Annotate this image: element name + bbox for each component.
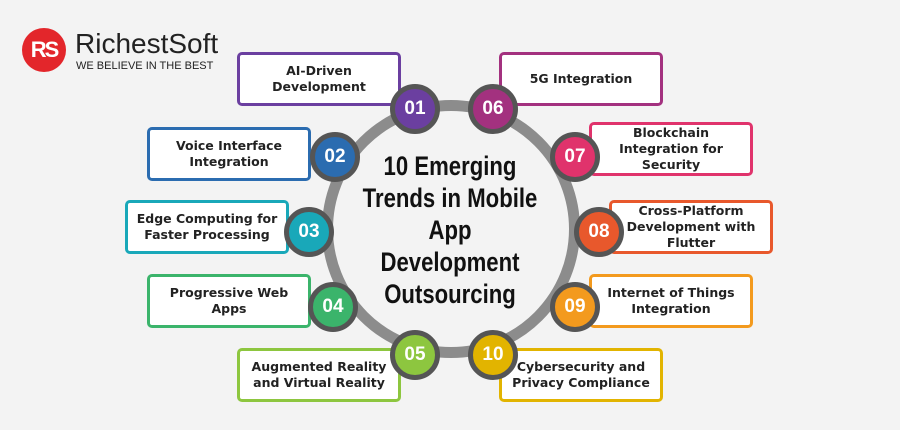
diagram-title: 10 Emerging Trends in Mobile App Develop… <box>362 151 538 309</box>
trend-box: Voice Interface Integration <box>147 127 311 181</box>
trend-box: Edge Computing for Faster Processing <box>125 200 289 254</box>
trend-box: Blockchain Integration for Security <box>589 122 753 176</box>
logo-name: RichestSoft <box>75 28 219 59</box>
trend-number-badge: 04 <box>308 282 358 332</box>
trend-number-badge: 05 <box>390 330 440 380</box>
logo-mark: RS <box>22 28 66 72</box>
trend-number-badge: 07 <box>550 132 600 182</box>
trend-box: AI-Driven Development <box>237 52 401 106</box>
trend-box: Internet of Things Integration <box>589 274 753 328</box>
trend-number-badge: 09 <box>550 282 600 332</box>
trend-number-badge: 01 <box>390 84 440 134</box>
logo-tagline: WE BELIEVE IN THE BEST <box>76 60 214 72</box>
trend-box: Augmented Reality and Virtual Reality <box>237 348 401 402</box>
trend-box: 5G Integration <box>499 52 663 106</box>
trend-number-badge: 10 <box>468 330 518 380</box>
trend-number-badge: 06 <box>468 84 518 134</box>
trend-box: Cross-Platform Development with Flutter <box>609 200 773 254</box>
trend-box: Cybersecurity and Privacy Compliance <box>499 348 663 402</box>
trend-number-badge: 02 <box>310 132 360 182</box>
trend-number-badge: 08 <box>574 207 624 257</box>
trend-box: Progressive Web Apps <box>147 274 311 328</box>
trend-number-badge: 03 <box>284 207 334 257</box>
